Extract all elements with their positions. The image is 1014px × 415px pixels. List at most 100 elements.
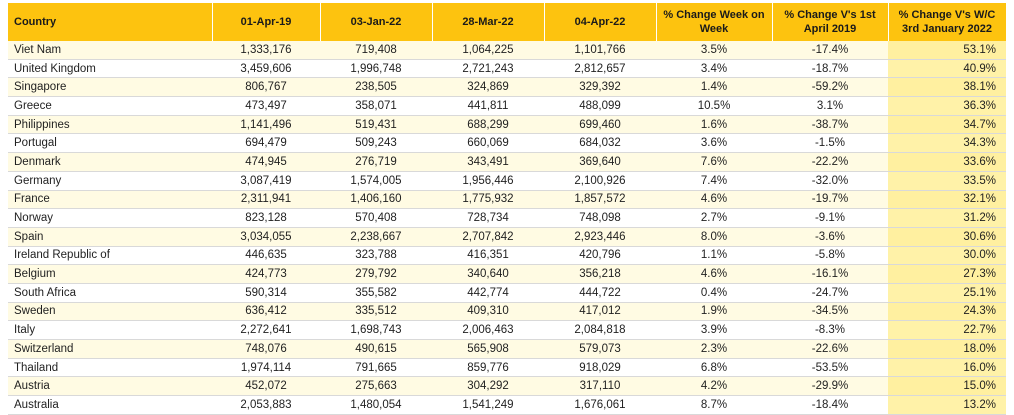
percent-cell: 31.2% [888, 208, 1006, 228]
percent-cell: -38.7% [772, 115, 888, 135]
table-row: Ireland Republic of 446,635 323,788 416,351… [8, 246, 1006, 266]
value-cell: 1,101,766 [544, 41, 656, 60]
value-cell: 474,945 [212, 152, 320, 172]
percent-cell: 36.3% [888, 96, 1006, 116]
value-cell: 791,665 [320, 358, 432, 378]
table-row: Belgium 424,773 279,792 340,640 356,218 4.6% -… [8, 264, 1006, 284]
value-cell: 1,541,249 [432, 395, 544, 415]
country-cell: Germany [8, 171, 212, 191]
value-cell: 343,491 [432, 152, 544, 172]
country-cell: Denmark [8, 152, 212, 172]
country-cell: Australia [8, 395, 212, 415]
value-cell: 1,775,932 [432, 190, 544, 210]
percent-cell: 25.1% [888, 283, 1006, 303]
value-cell: 519,431 [320, 115, 432, 135]
percent-cell: 30.6% [888, 227, 1006, 247]
value-cell: 579,073 [544, 339, 656, 359]
value-cell: 2,707,842 [432, 227, 544, 247]
value-cell: 2,812,657 [544, 59, 656, 79]
percent-cell: -18.7% [772, 59, 888, 79]
table-row: Germany 3,087,419 1,574,005 1,956,446 2,100,… [8, 171, 1006, 191]
value-cell: 2,272,641 [212, 320, 320, 340]
percent-cell: 34.7% [888, 115, 1006, 135]
percent-cell: -22.2% [772, 152, 888, 172]
value-cell: 424,773 [212, 264, 320, 284]
table-row: Australia 2,053,883 1,480,054 1,541,249 1,67… [8, 395, 1006, 415]
value-cell: 2,084,818 [544, 320, 656, 340]
value-cell: 509,243 [320, 133, 432, 154]
value-cell: 409,310 [432, 302, 544, 322]
table-row: Singapore 806,767 238,505 324,869 329,392 1.4… [8, 77, 1006, 98]
percent-cell: 1.9% [656, 302, 772, 322]
percent-cell: 0.4% [656, 283, 772, 303]
value-cell: 238,505 [320, 77, 432, 98]
value-cell: 699,460 [544, 115, 656, 135]
country-cell: Ireland Republic of [8, 246, 212, 266]
value-cell: 3,087,419 [212, 171, 320, 191]
header-04-apr-22: 04-Apr-22 [544, 3, 657, 41]
country-cell: Thailand [8, 358, 212, 378]
table-row: Austria 452,072 275,663 304,292 317,110 4.2% -… [8, 376, 1006, 397]
country-cell: France [8, 190, 212, 210]
value-cell: 358,071 [320, 96, 432, 116]
table-row: United Kingdom 3,459,606 1,996,748 2,721,24… [8, 59, 1006, 79]
percent-cell: 13.2% [888, 395, 1006, 415]
table-header: Country 01-Apr-19 03-Jan-22 28-Mar-22 04-Apr… [8, 3, 1007, 41]
value-cell: 728,734 [432, 208, 544, 228]
data-table-container: Country 01-Apr-19 03-Jan-22 28-Mar-22 04-Apr… [8, 3, 1007, 415]
percent-cell: 10.5% [656, 96, 772, 116]
percent-cell: 53.1% [888, 41, 1006, 60]
percent-cell: -32.0% [772, 171, 888, 191]
value-cell: 748,098 [544, 208, 656, 228]
table-row: Thailand 1,974,114 791,665 859,776 918,029 6.… [8, 358, 1006, 378]
table-row: Italy 2,272,641 1,698,743 2,006,463 2,084,81… [8, 320, 1006, 340]
value-cell: 473,497 [212, 96, 320, 116]
value-cell: 694,479 [212, 133, 320, 154]
percent-cell: -8.3% [772, 320, 888, 340]
value-cell: 1,480,054 [320, 395, 432, 415]
value-cell: 636,412 [212, 302, 320, 322]
country-cell: Spain [8, 227, 212, 247]
table-row: South Africa 590,314 355,582 442,774 444,722… [8, 283, 1006, 303]
percent-cell: 7.4% [656, 171, 772, 191]
country-change-table: Country 01-Apr-19 03-Jan-22 28-Mar-22 04-Apr… [8, 3, 1007, 415]
value-cell: 1,333,176 [212, 41, 320, 60]
percent-cell: 34.3% [888, 133, 1006, 154]
value-cell: 488,099 [544, 96, 656, 116]
percent-cell: -19.7% [772, 190, 888, 210]
country-cell: Austria [8, 376, 212, 397]
value-cell: 329,392 [544, 77, 656, 98]
header-change-week: % Change Week on Week [656, 3, 773, 41]
value-cell: 417,012 [544, 302, 656, 322]
country-cell: Sweden [8, 302, 212, 322]
percent-cell: -3.6% [772, 227, 888, 247]
percent-cell: 2.3% [656, 339, 772, 359]
percent-cell: 8.0% [656, 227, 772, 247]
country-cell: Viet Nam [8, 41, 212, 60]
value-cell: 323,788 [320, 246, 432, 266]
percent-cell: 4.6% [656, 190, 772, 210]
percent-cell: 32.1% [888, 190, 1006, 210]
value-cell: 2,721,243 [432, 59, 544, 79]
percent-cell: -29.9% [772, 376, 888, 397]
value-cell: 2,238,667 [320, 227, 432, 247]
percent-cell: -18.4% [772, 395, 888, 415]
table-row: Spain 3,034,055 2,238,667 2,707,842 2,923,44… [8, 227, 1006, 247]
percent-cell: -1.5% [772, 133, 888, 154]
percent-cell: -5.8% [772, 246, 888, 266]
value-cell: 452,072 [212, 376, 320, 397]
value-cell: 719,408 [320, 41, 432, 60]
header-28-mar-22: 28-Mar-22 [432, 3, 545, 41]
value-cell: 1,956,446 [432, 171, 544, 191]
table-row: Viet Nam 1,333,176 719,408 1,064,225 1,101,7… [8, 41, 1006, 60]
country-cell: Norway [8, 208, 212, 228]
value-cell: 369,640 [544, 152, 656, 172]
value-cell: 859,776 [432, 358, 544, 378]
value-cell: 490,615 [320, 339, 432, 359]
percent-cell: 4.6% [656, 264, 772, 284]
country-cell: Philippines [8, 115, 212, 135]
percent-cell: 2.7% [656, 208, 772, 228]
value-cell: 748,076 [212, 339, 320, 359]
value-cell: 684,032 [544, 133, 656, 154]
percent-cell: 8.7% [656, 395, 772, 415]
